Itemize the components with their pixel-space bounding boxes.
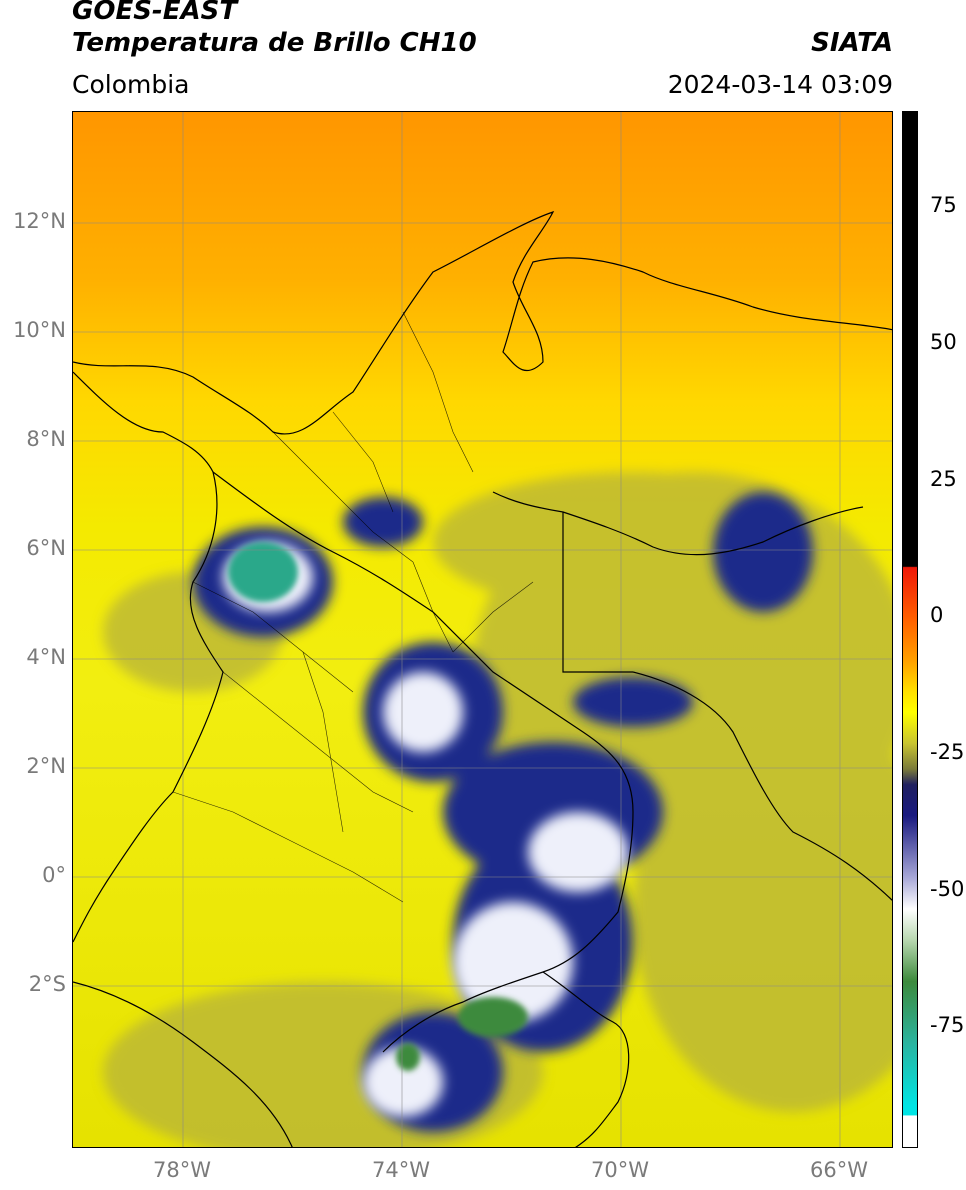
lat-label-0: 0° bbox=[42, 863, 66, 887]
colorbar-tick-minus25: -25 bbox=[930, 740, 965, 764]
lat-label-10n: 10°N bbox=[13, 318, 66, 342]
lon-label-74w: 74°W bbox=[372, 1158, 430, 1182]
temperature-colorbar bbox=[902, 111, 918, 1148]
lat-label-12n: 12°N bbox=[13, 209, 66, 233]
lon-label-70w: 70°W bbox=[591, 1158, 649, 1182]
lat-label-8n: 8°N bbox=[26, 427, 66, 451]
timestamp-label: 2024-03-14 03:09 bbox=[667, 70, 893, 99]
colorbar-tick-minus75: -75 bbox=[930, 1013, 965, 1037]
satellite-title: GOES-EAST bbox=[72, 0, 238, 26]
lat-label-2n: 2°N bbox=[26, 754, 66, 778]
lon-label-78w: 78°W bbox=[153, 1158, 211, 1182]
lat-label-4n: 4°N bbox=[26, 645, 66, 669]
colorbar-tick-0: 0 bbox=[930, 603, 944, 627]
colorbar-tick-50: 50 bbox=[930, 330, 957, 354]
region-label: Colombia bbox=[72, 70, 190, 99]
lon-label-66w: 66°W bbox=[810, 1158, 868, 1182]
brightness-temperature-map bbox=[72, 111, 893, 1148]
colorbar-tick-minus50: -50 bbox=[930, 877, 965, 901]
lat-label-2s: 2°S bbox=[28, 972, 66, 996]
colorbar-tick-25: 25 bbox=[930, 467, 957, 491]
agency-label: SIATA bbox=[811, 28, 893, 58]
product-title: Temperatura de Brillo CH10 bbox=[72, 28, 477, 58]
lat-label-6n: 6°N bbox=[26, 536, 66, 560]
colorbar-tick-75: 75 bbox=[930, 193, 957, 217]
